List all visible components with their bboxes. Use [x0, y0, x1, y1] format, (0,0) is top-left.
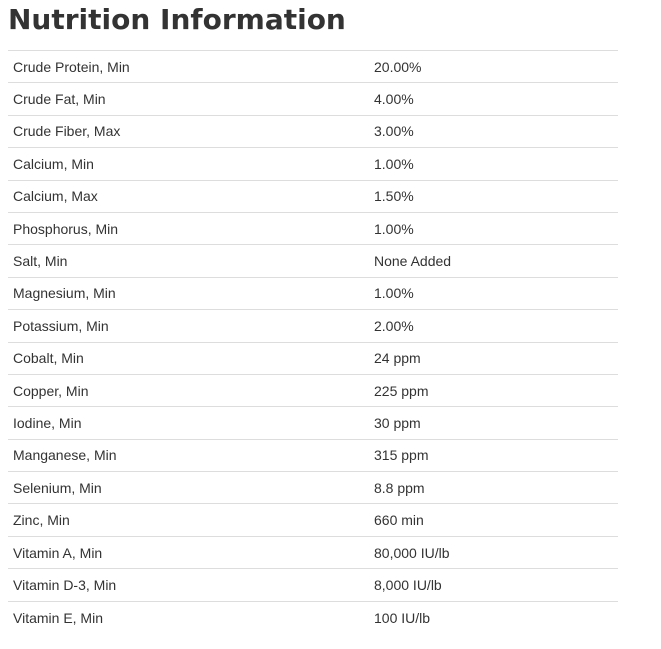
table-row: Salt, Min None Added [8, 244, 618, 277]
nutrient-label: Phosphorus, Min [13, 220, 119, 237]
table-row: Manganese, Min 315 ppm [8, 439, 618, 471]
table-row: Vitamin E, Min 100 IU/lb [8, 601, 618, 633]
nutrient-value: None Added [374, 253, 452, 270]
nutrient-value: 2.00% [374, 317, 414, 334]
nutrient-label: Potassium, Min [13, 317, 109, 334]
nutrient-label: Vitamin A, Min [13, 544, 103, 561]
nutrient-value: 1.00% [374, 220, 414, 237]
nutrient-value: 1.50% [374, 188, 414, 205]
nutrient-value: 30 ppm [374, 414, 421, 431]
nutrient-value: 3.00% [374, 123, 414, 140]
nutrient-value: 1.00% [374, 155, 414, 172]
page-title: Nutrition Information [8, 3, 346, 36]
nutrient-label: Salt, Min [13, 253, 68, 270]
table-row: Cobalt, Min 24 ppm [8, 342, 618, 374]
nutrient-value: 1.00% [374, 285, 414, 302]
table-row: Calcium, Max 1.50% [8, 180, 618, 212]
nutrient-label: Calcium, Max [13, 188, 98, 205]
table-row: Vitamin A, Min 80,000 IU/lb [8, 536, 618, 568]
nutrient-label: Crude Protein, Min [13, 58, 130, 75]
nutrient-value: 8.8 ppm [374, 479, 425, 496]
nutrient-label: Zinc, Min [13, 512, 70, 529]
nutrient-value: 80,000 IU/lb [374, 544, 450, 561]
table-row: Potassium, Min 2.00% [8, 309, 618, 342]
nutrient-label: Calcium, Min [13, 155, 94, 172]
table-row: Calcium, Min 1.00% [8, 147, 618, 180]
nutrient-value: 100 IU/lb [374, 609, 431, 626]
table-row: Crude Fiber, Max 3.00% [8, 115, 618, 147]
nutrient-label: Magnesium, Min [13, 285, 116, 302]
table-row: Zinc, Min 660 min [8, 503, 618, 536]
nutrient-label: Selenium, Min [13, 479, 102, 496]
table-row: Iodine, Min 30 ppm [8, 406, 618, 439]
nutrient-value: 8,000 IU/lb [374, 576, 442, 593]
table-row: Copper, Min 225 ppm [8, 374, 618, 406]
nutrient-label: Iodine, Min [13, 414, 82, 431]
nutrient-label: Copper, Min [13, 382, 89, 399]
nutrient-label: Vitamin E, Min [13, 609, 103, 626]
nutrient-value: 225 ppm [374, 382, 429, 399]
nutrient-value: 20.00% [374, 58, 422, 75]
table-row: Crude Fat, Min 4.00% [8, 82, 618, 115]
nutrient-label: Cobalt, Min [13, 350, 84, 367]
nutrient-value: 24 ppm [374, 350, 421, 367]
nutrition-table-body: Crude Protein, Min 20.00% Crude Fat, Min 4.… [8, 50, 618, 634]
nutrient-label: Manganese, Min [13, 447, 117, 464]
table-row: Magnesium, Min 1.00% [8, 277, 618, 309]
nutrient-label: Crude Fat, Min [13, 91, 106, 108]
table-row: Selenium, Min 8.8 ppm [8, 471, 618, 504]
table-row: Phosphorus, Min 1.00% [8, 212, 618, 244]
nutrient-label: Vitamin D-3, Min [13, 576, 117, 593]
nutrient-value: 660 min [374, 512, 424, 529]
table-row: Vitamin D-3, Min 8,000 IU/lb [8, 568, 618, 601]
nutrient-value: 315 ppm [374, 447, 429, 464]
table-row: Crude Protein, Min 20.00% [8, 50, 618, 83]
nutrient-value: 4.00% [374, 91, 414, 108]
nutrient-label: Crude Fiber, Max [13, 123, 121, 140]
nutrition-table: Crude Protein, Min 20.00% Crude Fat, Min 4.… [8, 50, 618, 634]
